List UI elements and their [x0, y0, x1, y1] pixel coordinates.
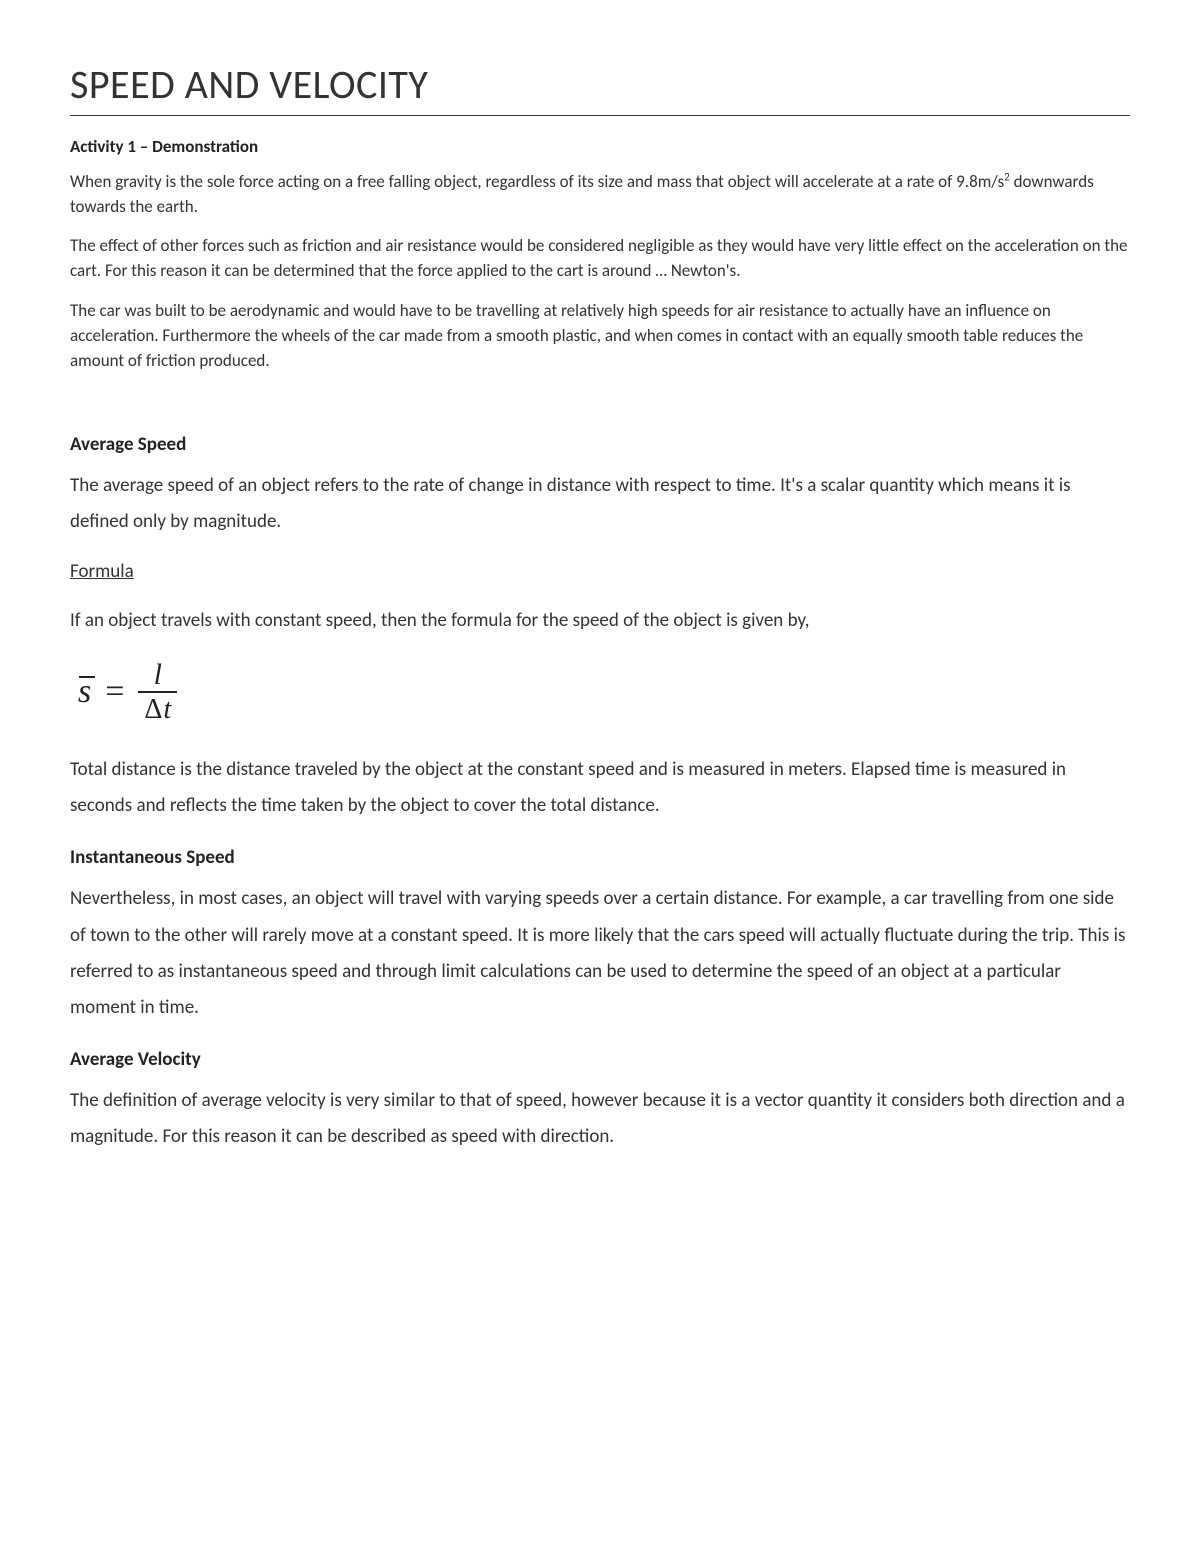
- formula-t: t: [163, 694, 171, 725]
- formula-numerator: l: [146, 659, 170, 691]
- formula-delta: Δ: [144, 694, 162, 725]
- average-speed-formula: s = l Δt: [78, 659, 1130, 724]
- activity1-p1-text-a: When gravity is the sole force acting on…: [70, 171, 1004, 192]
- formula-fraction: l Δt: [138, 659, 177, 724]
- average-speed-paragraph-1: The average speed of an object refers to…: [70, 468, 1130, 540]
- page-title: SPEED AND VELOCITY: [70, 60, 1130, 116]
- formula-denominator: Δt: [138, 693, 177, 724]
- activity1-paragraph-2: The effect of other forces such as frict…: [70, 233, 1130, 283]
- formula-equals: =: [105, 673, 124, 711]
- activity1-paragraph-1: When gravity is the sole force acting on…: [70, 169, 1130, 219]
- average-speed-paragraph-3: Total distance is the distance traveled …: [70, 752, 1130, 824]
- average-speed-paragraph-2: If an object travels with constant speed…: [70, 603, 1130, 639]
- average-speed-heading: Average Speed: [70, 433, 1130, 456]
- instantaneous-speed-heading: Instantaneous Speed: [70, 846, 1130, 869]
- average-velocity-heading: Average Velocity: [70, 1048, 1130, 1071]
- activity1-paragraph-3: The car was built to be aerodynamic and …: [70, 298, 1130, 373]
- average-velocity-paragraph-1: The definition of average velocity is ve…: [70, 1083, 1130, 1155]
- activity1-heading: Activity 1 – Demonstration: [70, 136, 1130, 157]
- formula-label: Formula: [70, 560, 134, 583]
- instantaneous-speed-paragraph-1: Nevertheless, in most cases, an object w…: [70, 881, 1130, 1025]
- overbar-icon: [79, 676, 95, 678]
- formula-lhs: s: [78, 673, 91, 710]
- formula-s-bar: s: [78, 673, 91, 711]
